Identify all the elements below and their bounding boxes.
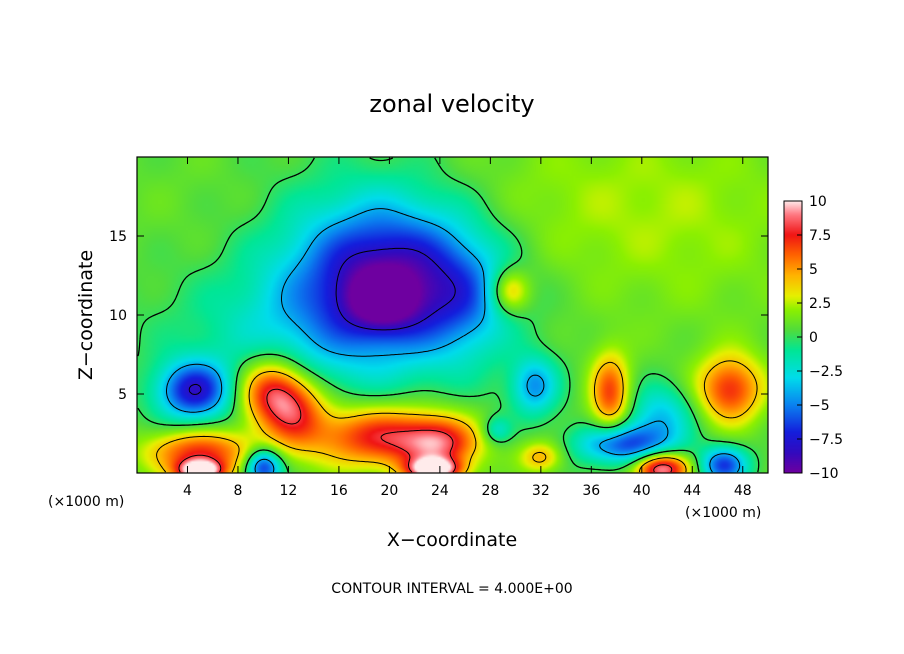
colorbar-tick-label: 5 bbox=[809, 262, 818, 278]
x-tick-label: 36 bbox=[582, 483, 600, 499]
x-tick-label: 16 bbox=[330, 483, 348, 499]
x-tick-label: 20 bbox=[380, 483, 398, 499]
x-tick-label: 40 bbox=[633, 483, 651, 499]
colorbar-tick-label: −5 bbox=[809, 398, 830, 414]
x-tick-label: 28 bbox=[481, 483, 499, 499]
x-tick-label: 48 bbox=[734, 483, 752, 499]
x-axis-label: X−coordinate bbox=[387, 529, 517, 551]
x-axis-ticks: 4 8 12 16 20 24 28 32 36 40 44 48 bbox=[183, 157, 752, 499]
y-tick-label: 5 bbox=[118, 387, 127, 403]
colorbar-tick-label: 2.5 bbox=[809, 296, 831, 312]
colorbar-tick-label: −10 bbox=[809, 466, 839, 482]
contour-line bbox=[166, 208, 741, 473]
x-tick-label: 12 bbox=[280, 483, 298, 499]
colorbar-tick-label: −7.5 bbox=[809, 432, 843, 448]
contour-line bbox=[178, 388, 673, 473]
contour-lines bbox=[137, 157, 760, 473]
contour-line bbox=[156, 360, 758, 473]
contour-line bbox=[188, 247, 456, 395]
colorbar-tick-label: 10 bbox=[809, 194, 827, 210]
y-axis-label: Z−coordinate bbox=[75, 250, 97, 380]
x-axis-unit-left: (×1000 m) bbox=[48, 494, 124, 510]
colorbar-tick-label: 0 bbox=[809, 330, 818, 346]
contour-line bbox=[137, 157, 760, 473]
x-axis-unit-right: (×1000 m) bbox=[685, 505, 761, 521]
y-axis-ticks: 5 10 15 bbox=[109, 229, 768, 403]
plot-area bbox=[136, 156, 769, 474]
chart-title: zonal velocity bbox=[369, 90, 534, 118]
contour-interval-note: CONTOUR INTERVAL = 4.000E+00 bbox=[331, 581, 572, 597]
x-tick-label: 44 bbox=[683, 483, 701, 499]
x-tick-label: 32 bbox=[532, 483, 550, 499]
colorbar-tick-label: −2.5 bbox=[809, 364, 843, 380]
x-tick-label: 8 bbox=[233, 483, 242, 499]
y-tick-label: 10 bbox=[109, 308, 127, 324]
x-tick-label: 24 bbox=[431, 483, 449, 499]
colorbar-tick-label: 7.5 bbox=[809, 228, 831, 244]
colorbar-ticks: 10 7.5 5 2.5 0 −2.5 −5 −7.5 −10 bbox=[797, 194, 843, 482]
velocity-field bbox=[137, 157, 768, 473]
x-tick-label: 4 bbox=[183, 483, 192, 499]
y-tick-label: 15 bbox=[109, 229, 127, 245]
colorbar: 10 7.5 5 2.5 0 −2.5 −5 −7.5 −10 bbox=[783, 194, 843, 482]
